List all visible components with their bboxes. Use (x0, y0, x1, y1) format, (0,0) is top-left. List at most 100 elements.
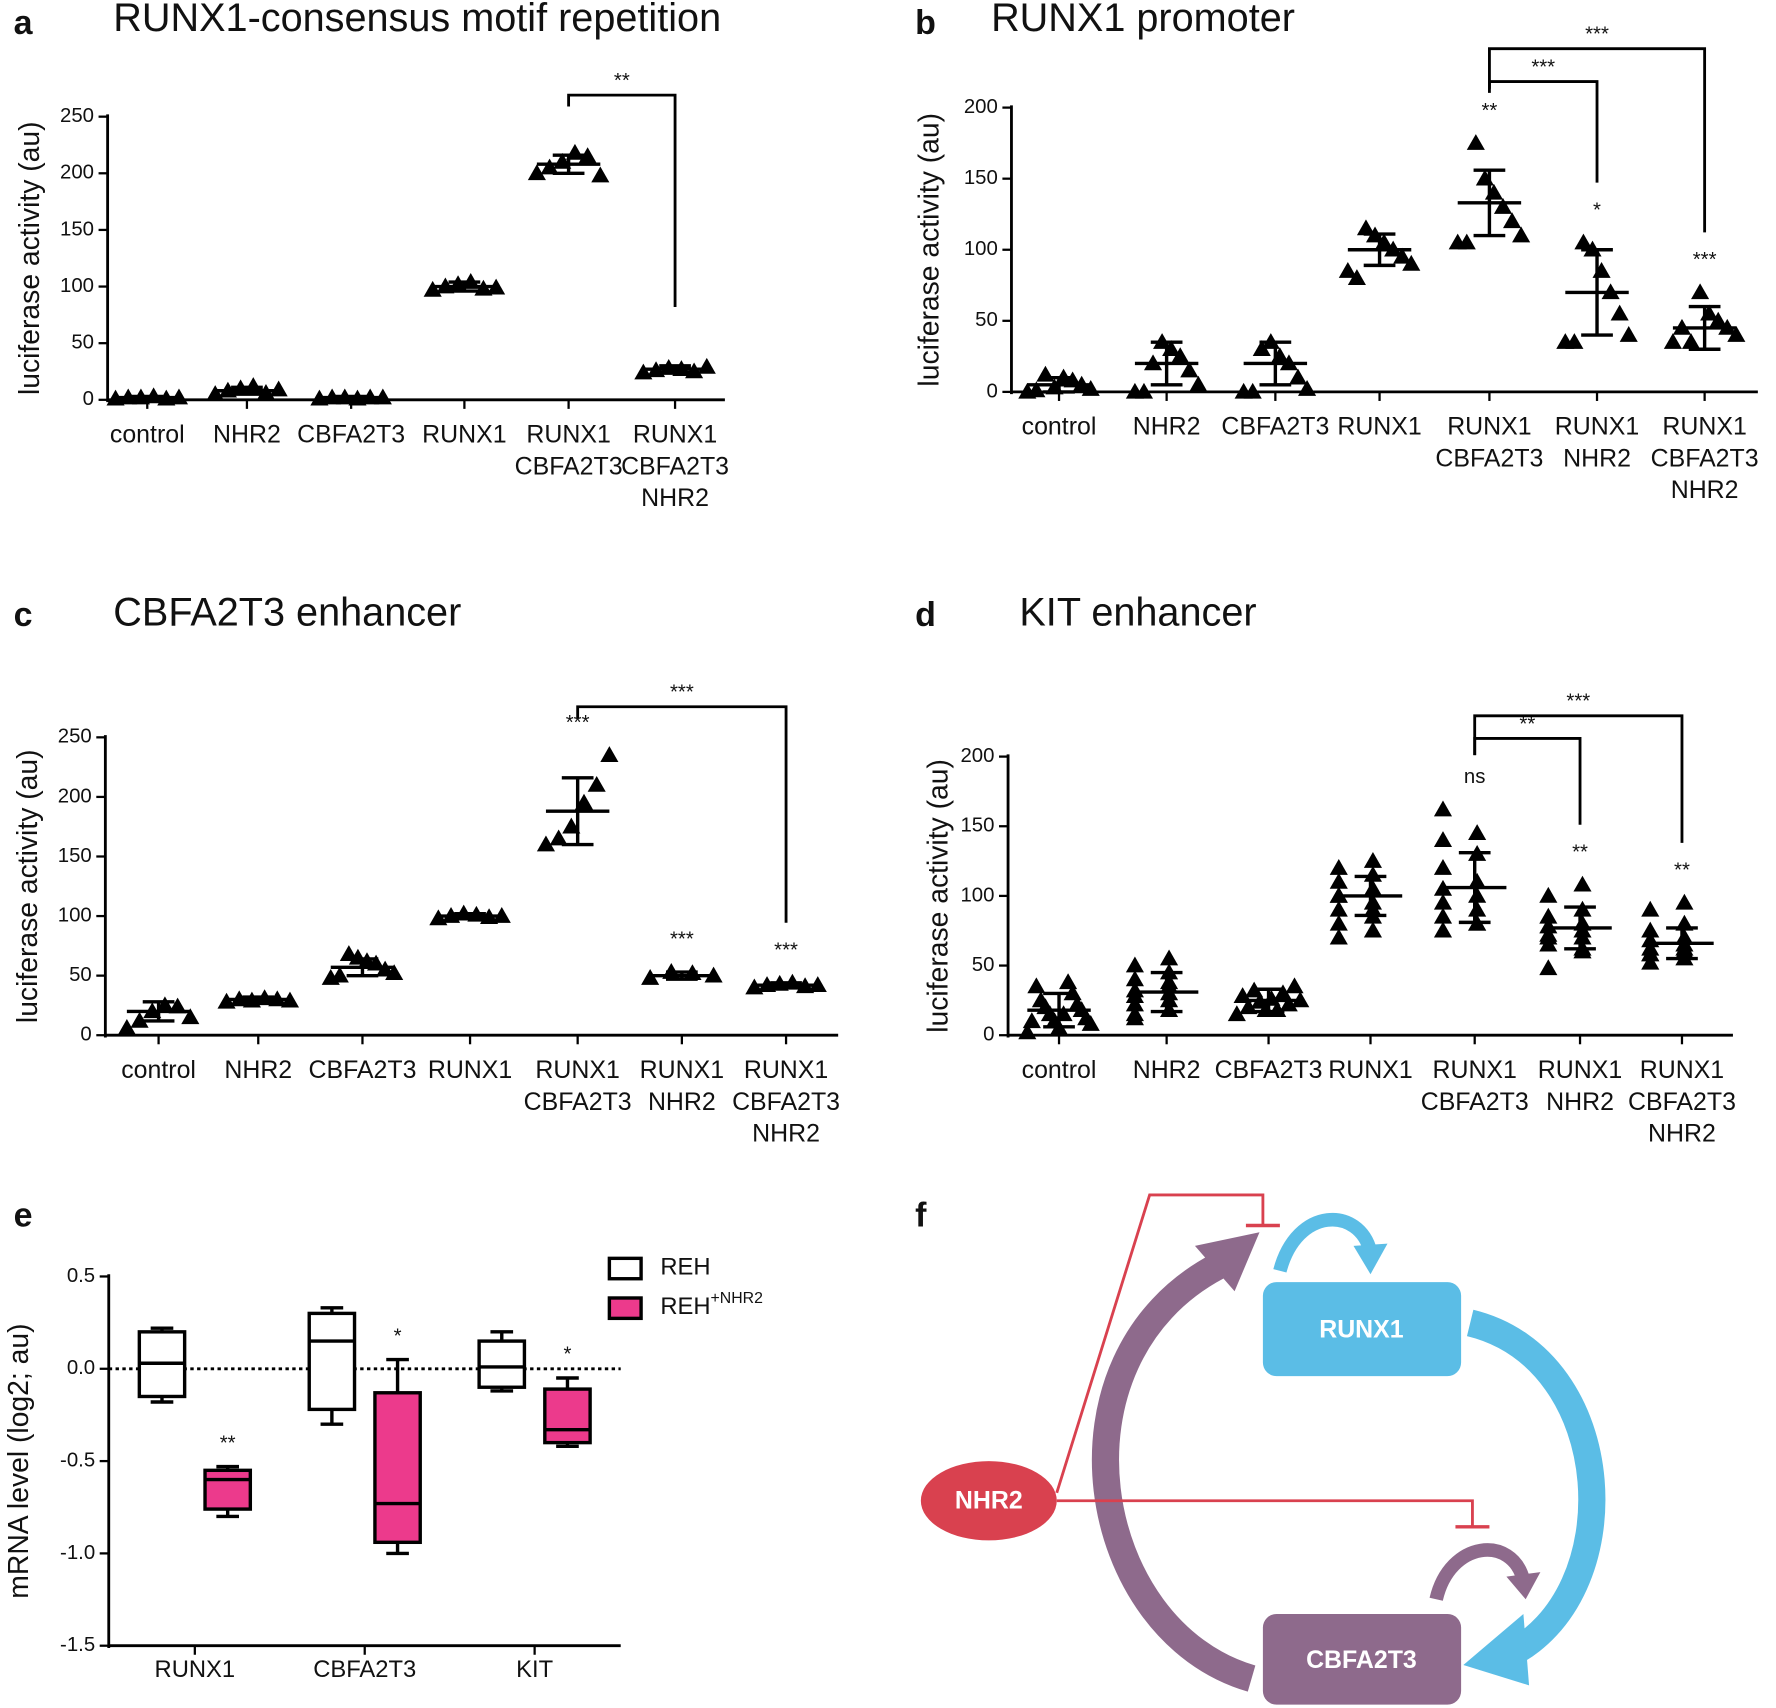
x-tick-label: RUNX1 (1640, 1056, 1724, 1084)
data-point (1727, 325, 1746, 342)
significance-label: ** (1481, 100, 1497, 122)
data-point (1641, 900, 1660, 917)
x-tick-label: CBFA2T3 (1435, 444, 1543, 472)
error-bar (1150, 970, 1183, 1014)
significance-label: *** (774, 939, 798, 961)
error-bar (659, 364, 691, 375)
arrow-head (1506, 1572, 1541, 1600)
data-point (1681, 333, 1701, 349)
x-tick-label: RUNX1 (640, 1056, 724, 1084)
data-point (339, 945, 358, 961)
x-tick-label: CBFA2T3 (308, 1056, 416, 1084)
y-tick-label: 0.0 (67, 1357, 95, 1379)
data-point (1329, 872, 1348, 889)
data-point (1363, 921, 1382, 938)
y-tick-label: 50 (975, 309, 998, 331)
y-tick-label: -1.0 (60, 1542, 95, 1564)
data-point (1641, 921, 1660, 938)
arrow (1092, 1254, 1256, 1692)
data-point (1329, 928, 1348, 945)
y-tick-label: 0 (983, 1024, 994, 1046)
data-point (1619, 325, 1638, 342)
node-runx1 (1262, 1282, 1462, 1377)
x-tick-label: CBFA2T3 (1628, 1088, 1736, 1116)
panel-letter: d (915, 596, 936, 634)
data-point (578, 147, 597, 164)
data-point (1288, 368, 1308, 385)
x-tick-label: control (1022, 1056, 1097, 1084)
data-point (1180, 361, 1199, 378)
error-bar (1688, 304, 1721, 351)
y-tick-label: 150 (58, 845, 92, 867)
data-point (1433, 907, 1453, 924)
x-tick-label: CBFA2T3 (1221, 413, 1329, 441)
data-point (1402, 254, 1421, 271)
data-point (1018, 1023, 1037, 1040)
data-point (1081, 379, 1100, 396)
x-tick-label: CBFA2T3 (313, 1656, 416, 1683)
box (543, 1387, 592, 1445)
error-bar (770, 981, 802, 990)
x-tick-label: NHR2 (1133, 1056, 1201, 1084)
arrow (1429, 1543, 1530, 1602)
data-point (1468, 824, 1487, 841)
data-point (600, 746, 619, 763)
y-tick-label: 150 (964, 167, 998, 189)
chart-title: KIT enhancer (1019, 590, 1256, 634)
bracket (1473, 714, 1684, 843)
node-label: RUNX1 (1319, 1315, 1404, 1343)
y-tick-label: 50 (71, 332, 94, 354)
significance-label: ** (1572, 841, 1588, 863)
data-point (1539, 928, 1558, 945)
whisker (386, 1542, 409, 1556)
data-point (1243, 382, 1262, 399)
error-bar (666, 970, 698, 981)
data-point (1363, 865, 1382, 882)
data-point (1457, 233, 1476, 250)
x-tick-label: RUNX1 (1337, 413, 1421, 441)
significance-label: *** (1693, 249, 1717, 271)
panel-letter: b (915, 4, 936, 42)
x-tick-label: NHR2 (648, 1088, 716, 1116)
error-bar (131, 394, 164, 401)
data-point (1252, 340, 1271, 357)
y-tick-label: 200 (964, 96, 998, 118)
box (373, 1391, 422, 1545)
node-nhr2 (920, 1461, 1057, 1541)
data-point (634, 363, 653, 380)
data-point (1273, 984, 1293, 1001)
data-point (1663, 333, 1682, 349)
panel-letter: a (14, 4, 34, 42)
error-bar (1150, 340, 1183, 387)
y-tick-label: 0.5 (67, 1265, 95, 1287)
error-bar (448, 280, 481, 293)
data-point (1134, 382, 1154, 399)
x-tick-label: RUNX1 (1328, 1056, 1412, 1084)
error-bar (231, 385, 263, 396)
x-tick-label: control (121, 1056, 196, 1084)
error-bar (454, 911, 486, 921)
x-tick-label: RUNX1 (428, 1056, 512, 1084)
y-tick-label: 100 (964, 238, 998, 260)
bracket (1473, 737, 1582, 825)
x-tick-label: CBFA2T3 (732, 1088, 840, 1116)
bracket-label: *** (1531, 56, 1555, 78)
data-point (1068, 995, 1087, 1012)
error-bar (1259, 340, 1292, 387)
data-point (1475, 169, 1494, 186)
x-tick-label: CBFA2T3 (515, 452, 623, 480)
node-label: NHR2 (955, 1486, 1023, 1514)
whisker (386, 1357, 409, 1393)
bracket-label: ** (614, 70, 630, 92)
box (477, 1339, 527, 1389)
x-tick-label: NHR2 (213, 421, 281, 449)
data-point (1363, 900, 1382, 917)
error-bar (561, 776, 594, 847)
x-tick-label: NHR2 (1563, 444, 1631, 472)
data-point (1675, 893, 1694, 910)
data-point (1338, 262, 1357, 278)
legend-label: REH+NHR2 (660, 1290, 763, 1320)
y-axis-label: luciferase activity (au) (922, 759, 954, 1033)
data-point (1270, 347, 1289, 364)
data-point (1160, 949, 1179, 966)
